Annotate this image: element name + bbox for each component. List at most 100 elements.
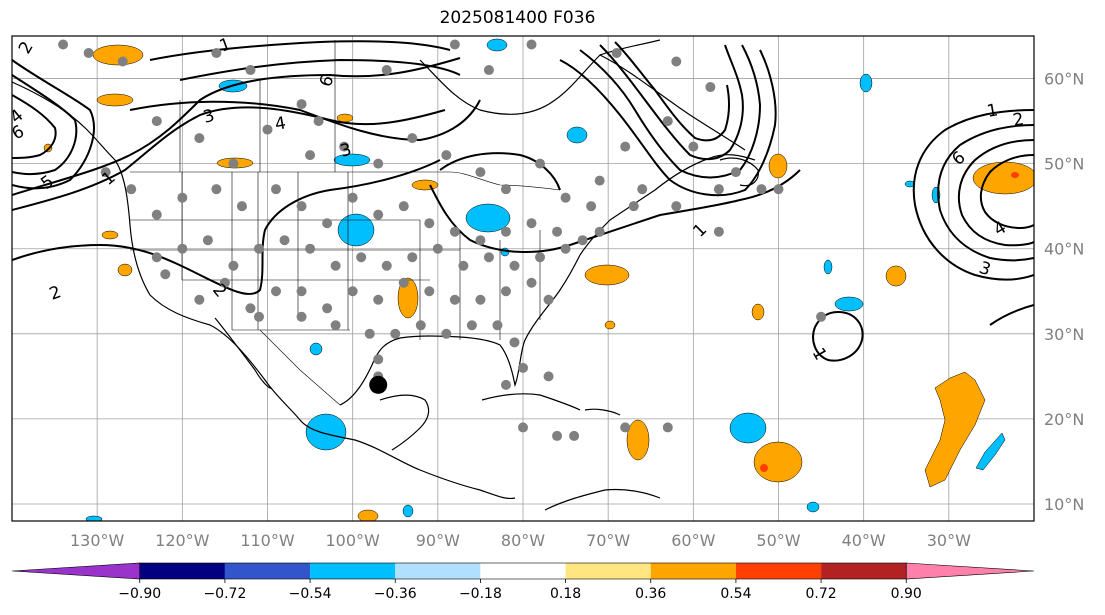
- station-dot: [449, 39, 460, 50]
- negative-anomaly-patch: [85, 515, 103, 521]
- station-dot: [466, 320, 477, 331]
- negative-anomaly-patch: [834, 296, 864, 312]
- colorbar-tick-label: −0.54: [289, 586, 332, 602]
- station-dot: [194, 133, 205, 144]
- station-dot: [535, 252, 546, 263]
- longitude-tick-label: 40°W: [842, 531, 886, 550]
- station-dot: [347, 286, 358, 297]
- station-dot: [594, 226, 605, 237]
- station-dot: [449, 294, 460, 305]
- contour-lines: [12, 40, 1034, 362]
- colorbar-tick-label: 0.72: [805, 586, 836, 602]
- station-dot: [816, 311, 827, 322]
- longitude-tick-label: 90°W: [416, 531, 460, 550]
- negative-anomaly-patch: [975, 432, 1006, 471]
- station-dot: [526, 277, 537, 288]
- gulf-of-california: [214, 317, 273, 389]
- station-dot: [236, 201, 247, 212]
- station-dot: [219, 277, 230, 288]
- positive-anomaly-patch: [96, 93, 134, 107]
- station-dot: [271, 184, 282, 195]
- station-dot: [713, 226, 724, 237]
- contour-label: 1: [985, 100, 999, 122]
- colorbar-min-extension: [11, 562, 141, 580]
- station-dot: [262, 124, 273, 135]
- station-dot: [492, 320, 503, 331]
- station-dot: [398, 201, 409, 212]
- station-dot: [296, 286, 307, 297]
- station-dot: [245, 303, 256, 314]
- positive-anomaly-patch: [751, 303, 765, 321]
- positive-anomaly-patch: [336, 113, 354, 123]
- station-markers: [58, 39, 827, 441]
- station-dot: [151, 209, 162, 220]
- station-dot: [509, 337, 520, 348]
- station-dot: [611, 48, 622, 59]
- colorbar-tick-label: −0.18: [459, 586, 502, 602]
- colorbar-tick-label: 0.36: [635, 586, 666, 602]
- highlighted-location-dot: [369, 375, 388, 394]
- latitude-tick-label: 10°N: [1044, 495, 1084, 514]
- colorbar-tick-label: −0.36: [374, 586, 417, 602]
- station-dot: [756, 184, 767, 195]
- positive-anomaly-patch: [117, 263, 133, 277]
- station-dot: [577, 235, 588, 246]
- station-dot: [279, 235, 290, 246]
- positive-anomaly-patch: [753, 441, 803, 483]
- station-dot: [441, 150, 452, 161]
- latitude-tick-label: 30°N: [1044, 325, 1084, 344]
- station-dot: [730, 167, 741, 178]
- colorbar-segment: [735, 563, 822, 579]
- negative-anomaly-patch: [806, 501, 820, 513]
- station-dot: [518, 422, 528, 433]
- station-dot: [586, 201, 597, 212]
- longitude-labels: 130°W 120°W 110°W 100°W 90°W 80°W 70°W 60°W 50°W…: [70, 531, 971, 550]
- station-dot: [688, 141, 699, 152]
- colorbar-segment: [480, 563, 566, 579]
- longitude-tick-label: 120°W: [155, 531, 210, 550]
- station-dot: [543, 294, 554, 305]
- station-dot: [671, 201, 682, 212]
- station-dot: [271, 286, 282, 297]
- station-dot: [773, 184, 784, 195]
- station-dot: [245, 65, 256, 76]
- negative-anomaly-patch: [823, 259, 833, 275]
- station-dot: [432, 243, 443, 254]
- positive-anomaly-patch: [885, 265, 907, 287]
- latitude-tick-label: 50°N: [1044, 155, 1084, 174]
- station-dot: [543, 371, 554, 382]
- station-dot: [441, 328, 452, 339]
- negative-anomaly-patch: [402, 504, 414, 518]
- station-dot: [500, 286, 511, 297]
- station-dot: [177, 243, 188, 254]
- station-dot: [253, 243, 264, 254]
- station-dot: [330, 320, 341, 331]
- station-dot: [500, 226, 511, 237]
- station-dot: [475, 294, 486, 305]
- negative-anomaly-patch: [566, 126, 588, 144]
- station-dot: [424, 218, 435, 229]
- station-dot: [126, 184, 137, 195]
- colorbar-tick-label: 0.90: [891, 586, 922, 602]
- station-dot: [398, 277, 409, 288]
- colorbar: −0.90 −0.72 −0.54 −0.36 −0.18 0.18 0.36 0.54 0.7…: [11, 562, 1035, 602]
- cuba: [481, 393, 581, 411]
- station-dot: [305, 150, 316, 161]
- negative-anomaly-patch: [465, 203, 511, 233]
- station-dot: [552, 430, 563, 441]
- station-dot: [322, 303, 333, 314]
- highlighted-location-marker: [369, 375, 388, 394]
- positive-anomaly-patch: [604, 320, 616, 330]
- station-dot: [373, 209, 384, 220]
- station-dot: [535, 158, 546, 169]
- colorbar-segment: [310, 563, 396, 579]
- station-dot: [500, 379, 511, 390]
- station-dot: [373, 294, 384, 305]
- station-dot: [526, 39, 537, 50]
- station-dot: [620, 141, 631, 152]
- colorbar-frame: [139, 562, 907, 580]
- station-dot: [356, 252, 367, 263]
- labrador: [599, 54, 746, 151]
- station-dot: [194, 294, 205, 305]
- station-dot: [483, 65, 494, 76]
